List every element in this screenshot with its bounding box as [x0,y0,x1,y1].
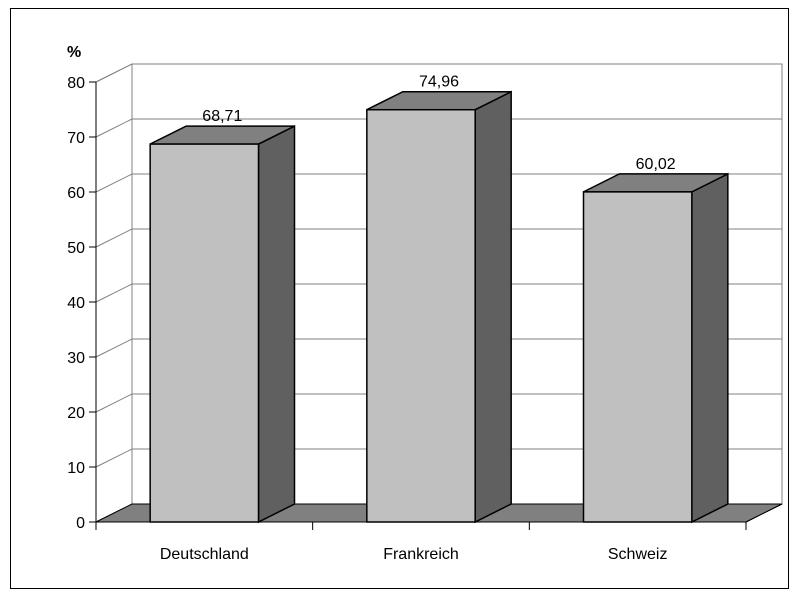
category-label: Schweiz [608,546,668,563]
bar-front [149,143,260,523]
y-tick-label: 40 [67,295,85,312]
y-tick-label: 0 [76,515,85,532]
gridline [95,228,782,248]
gridlines [95,63,782,468]
bar-side [691,172,729,524]
gridline [95,63,782,83]
y-tick-label: 60 [67,185,85,202]
bar-chart: 0 10 20 30 40 50 60 70 80 68,71 Deutschland 74,96 Fr… [67,44,783,563]
bar-side [474,90,512,524]
category-label: Deutschland [160,546,249,563]
y-tick-label: 10 [67,460,85,477]
y-tick-label: 20 [67,405,85,422]
data-label: 68,71 [202,108,242,125]
floor-edge [745,503,783,523]
data-label: 74,96 [419,74,459,91]
bar-frankreich [366,90,512,524]
gridline [95,448,782,468]
category-label: Frankreich [383,546,459,563]
y-tick-label: 30 [67,350,85,367]
bar-front [366,108,476,523]
bar-front [582,191,693,523]
bar-side [257,124,296,524]
gridline [95,283,782,303]
gridline [95,173,782,193]
bars [149,90,729,524]
labels: 0 10 20 30 40 50 60 70 80 68,71 Deutschland 74,96 Fr… [67,74,676,563]
y-tick-label: 80 [67,75,85,92]
y-tick-label: 50 [67,240,85,257]
gridline [95,338,782,358]
bar-schweiz [582,172,729,524]
gridline [95,118,782,138]
gridline [95,393,782,413]
y-unit-label: % [67,44,81,61]
bar-deutschland [149,124,296,524]
y-tick-label: 70 [67,130,85,147]
data-label: 60,02 [636,156,676,173]
chart-frame: 0 10 20 30 40 50 60 70 80 68,71 Deutschland 74,96 Fr… [10,8,789,589]
